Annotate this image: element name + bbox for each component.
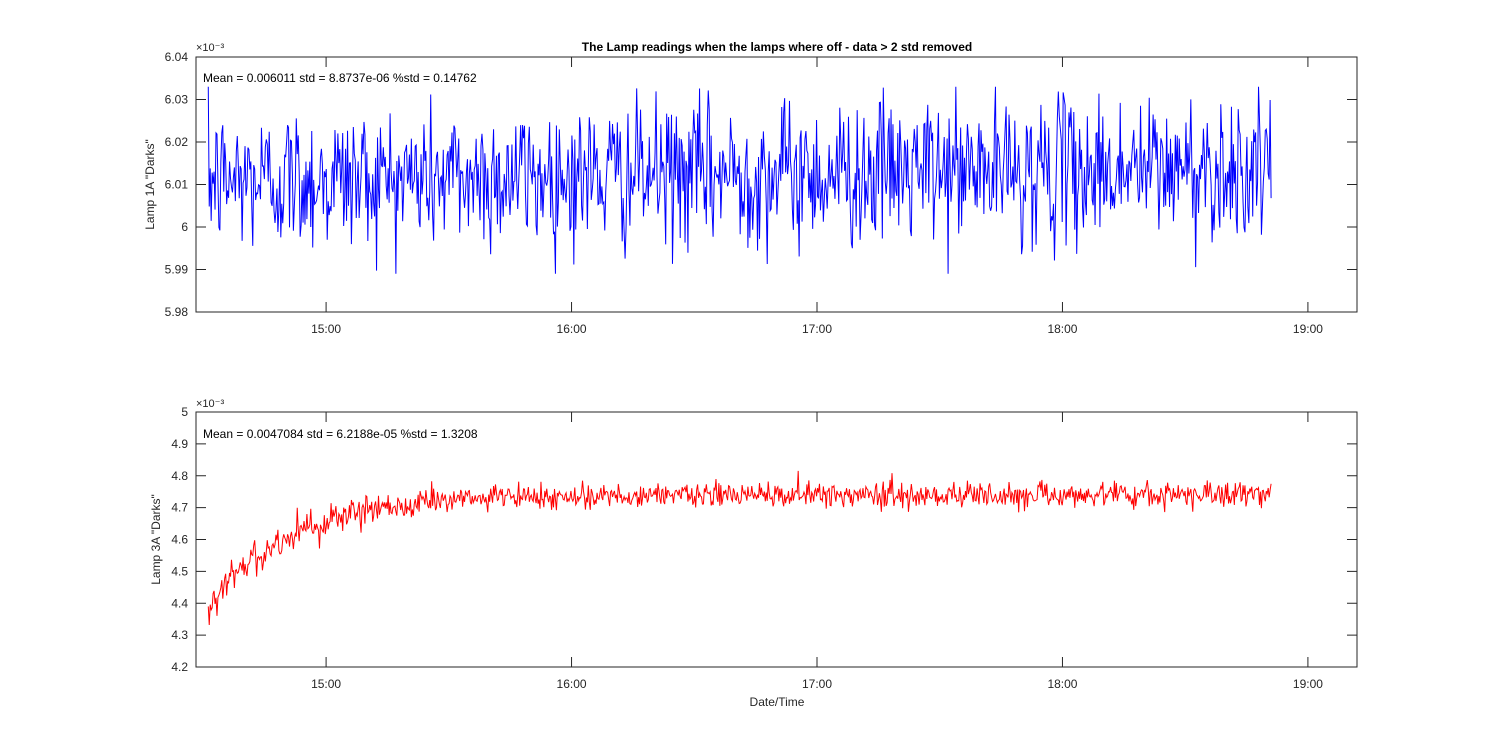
lamp3a-data-line xyxy=(207,470,1272,625)
lamp1a-data-line xyxy=(207,86,1272,274)
lamp1a-ticks: 15:00 16:00 17:00 18:00 19:00 5.98 5.99 6 6.01 6.… xyxy=(165,50,1357,336)
lamp3a-ticks: 15:00 16:00 17:00 18:00 19:00 4.2 4.3 4.4 4.5 4.6… xyxy=(171,405,1357,691)
lamp3a-x-tick-label: 15:00 xyxy=(311,677,341,691)
lamp1a-y-tick-label: 6 xyxy=(181,220,188,234)
lamp1a-x-tick-label: 15:00 xyxy=(311,322,341,336)
lamp1a-y-tick-label: 6.02 xyxy=(165,135,189,149)
lamp1a-y-tick-label: 5.98 xyxy=(165,305,189,319)
x-axis-label: Date/Time xyxy=(750,695,805,709)
lamp3a-y-axis-label: Lamp 3A "Darks" xyxy=(149,494,163,585)
lamp1a-y-exponent: ×10⁻³ xyxy=(196,42,224,54)
lamp3a-y-tick-label: 5 xyxy=(181,405,188,419)
lamp3a-y-tick-label: 4.6 xyxy=(171,533,188,547)
lamp3a-y-tick-label: 4.2 xyxy=(171,660,188,674)
figure-title: The Lamp readings when the lamps where o… xyxy=(582,40,972,54)
lamp3a-y-exponent: ×10⁻³ xyxy=(196,398,224,410)
lamp1a-x-tick-label: 18:00 xyxy=(1047,322,1077,336)
lamp1a-axes: 15:00 16:00 17:00 18:00 19:00 5.98 5.99 6 6.01 6.… xyxy=(143,42,1358,336)
lamp3a-y-tick-label: 4.8 xyxy=(171,469,188,483)
lamp1a-y-tick-label: 6.03 xyxy=(165,93,189,107)
lamp3a-y-tick-label: 4.7 xyxy=(171,501,188,515)
lamp3a-y-tick-label: 4.5 xyxy=(171,564,188,578)
lamp1a-y-tick-label: 5.99 xyxy=(165,263,189,277)
lamp3a-x-tick-label: 19:00 xyxy=(1293,677,1323,691)
lamp3a-x-tick-label: 17:00 xyxy=(802,677,832,691)
lamp1a-x-tick-label: 17:00 xyxy=(802,322,832,336)
lamp1a-y-tick-label: 6.04 xyxy=(165,50,189,64)
lamp3a-y-tick-label: 4.4 xyxy=(171,596,188,610)
lamp1a-x-tick-label: 19:00 xyxy=(1293,322,1323,336)
lamp3a-stats-annotation: Mean = 0.0047084 std = 6.2188e-05 %std =… xyxy=(203,427,478,441)
lamp1a-x-tick-label: 16:00 xyxy=(557,322,587,336)
lamp3a-y-tick-label: 4.3 xyxy=(171,628,188,642)
lamp3a-axes-box xyxy=(195,411,1358,668)
lamp1a-y-tick-label: 6.01 xyxy=(165,178,189,192)
lamp3a-x-tick-label: 18:00 xyxy=(1047,677,1077,691)
lamp3a-x-tick-label: 16:00 xyxy=(557,677,587,691)
lamp1a-stats-annotation: Mean = 0.006011 std = 8.8737e-06 %std = … xyxy=(203,71,477,85)
lamp1a-y-axis-label: Lamp 1A "Darks" xyxy=(143,139,157,230)
lamp3a-y-tick-label: 4.9 xyxy=(171,437,188,451)
lamp3a-axes: 15:00 16:00 17:00 18:00 19:00 4.2 4.3 4.4 4.5 4.6… xyxy=(149,398,1358,709)
